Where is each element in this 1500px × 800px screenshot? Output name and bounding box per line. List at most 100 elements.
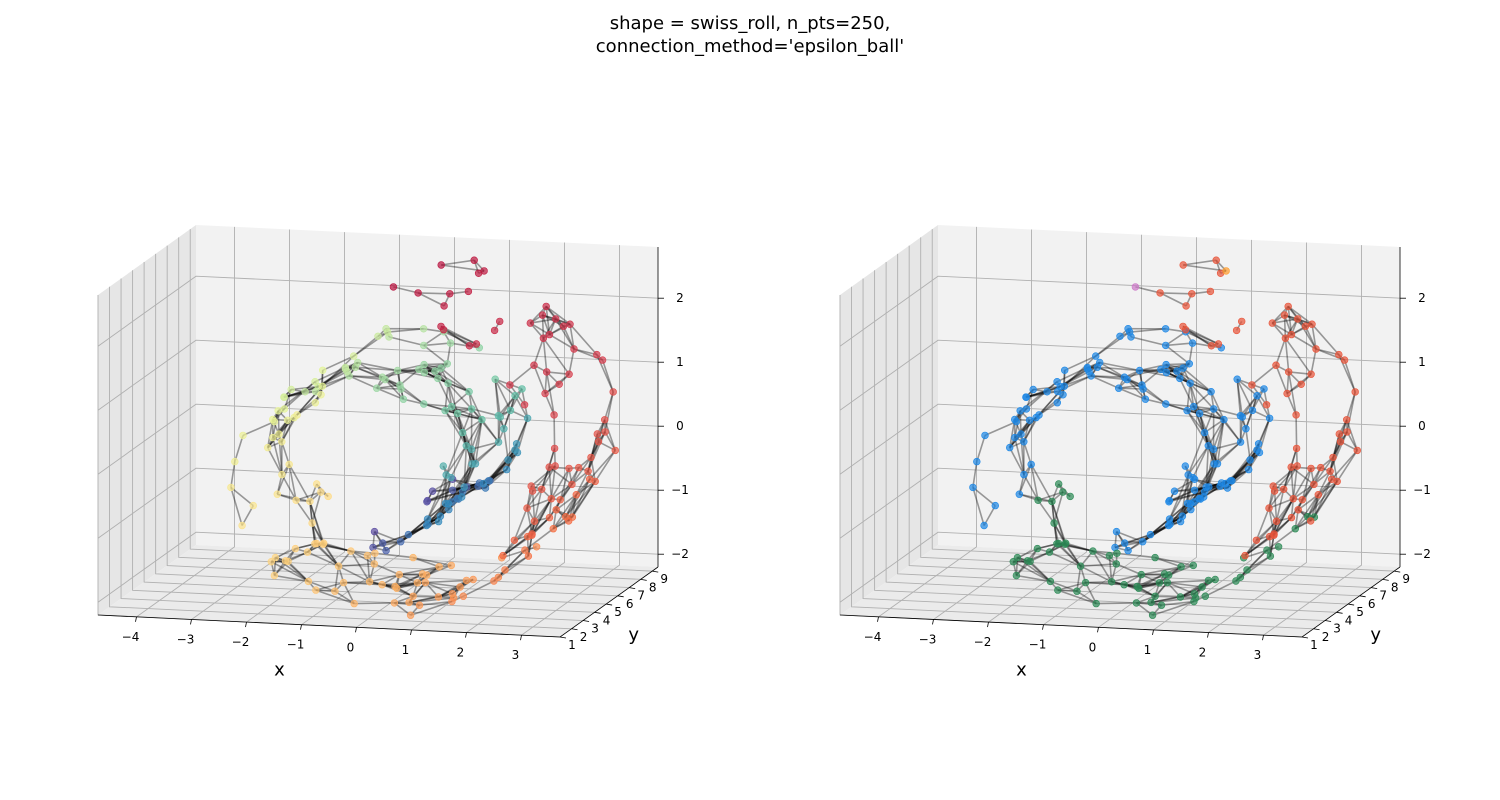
graph-edge xyxy=(1187,432,1206,476)
graph-edge xyxy=(334,590,355,605)
x-tick-mark xyxy=(465,632,467,638)
scatter-point xyxy=(303,548,312,556)
graph-edge xyxy=(604,391,614,433)
graph-edge xyxy=(1159,292,1187,307)
scatter-point xyxy=(1162,368,1171,377)
y-tick-mark xyxy=(571,628,578,631)
scatter-point xyxy=(1011,433,1019,442)
x-axis-line xyxy=(97,614,561,638)
scatter-point xyxy=(435,563,443,571)
graph-edge xyxy=(443,329,470,347)
graph-edge xyxy=(545,371,555,416)
scatter-point xyxy=(278,470,286,479)
graph-edge xyxy=(440,367,470,393)
y-tick-label: 5 xyxy=(614,605,622,619)
graph-edge xyxy=(1256,395,1271,419)
scatter-point xyxy=(1165,498,1173,506)
scatter-point xyxy=(552,506,560,514)
graph-edge xyxy=(1057,589,1097,605)
scatter-point xyxy=(318,382,326,390)
scatter-point xyxy=(1340,356,1349,364)
scatter-point xyxy=(354,358,362,367)
graph-edge xyxy=(444,409,483,421)
scatter-point xyxy=(1246,456,1254,464)
scatter-point xyxy=(1059,391,1067,399)
graph-edge xyxy=(1186,410,1209,447)
scatter-point xyxy=(1297,380,1305,388)
scatter-point xyxy=(1125,328,1134,336)
y-grid-line xyxy=(862,278,1326,621)
graph-edge xyxy=(1118,384,1143,389)
graph-edge xyxy=(1023,420,1031,443)
graph-edge xyxy=(474,441,500,465)
graph-edge xyxy=(502,520,536,557)
graph-edge xyxy=(552,494,577,530)
graph-edge xyxy=(1092,550,1117,555)
graph-edge xyxy=(529,322,550,336)
graph-edge xyxy=(1165,403,1188,412)
scatter-point xyxy=(1237,317,1246,326)
graph-edge xyxy=(571,494,578,518)
scatter-point xyxy=(1209,445,1218,453)
scatter-point xyxy=(1020,470,1028,479)
scatter-point xyxy=(378,580,386,589)
scatter-point xyxy=(559,322,568,330)
graph-edge xyxy=(468,391,483,420)
graph-edge xyxy=(1050,580,1078,592)
x-tick-mark xyxy=(1207,632,1209,638)
scatter-point xyxy=(591,477,599,486)
scatter-point xyxy=(1045,548,1054,556)
graph-edge xyxy=(1246,549,1268,571)
scatter-point xyxy=(520,401,529,409)
y-tick-label: 1 xyxy=(568,638,576,652)
graph-edge xyxy=(387,328,424,333)
graph-edge xyxy=(349,375,383,378)
graph-edge xyxy=(542,337,570,375)
x-grid-line xyxy=(191,229,290,620)
graph-edge xyxy=(1194,478,1221,487)
graph-edge xyxy=(1030,464,1053,502)
graph-edge xyxy=(1051,501,1067,544)
scatter-point xyxy=(423,571,431,579)
graph-edge xyxy=(463,445,468,488)
scatter-point xyxy=(311,378,319,386)
scatter-point xyxy=(439,462,447,470)
scatter-point xyxy=(428,487,437,495)
graph-edge xyxy=(1193,391,1212,408)
graph-edge xyxy=(283,381,316,410)
graph-edge xyxy=(376,384,401,389)
graph-edge xyxy=(549,333,575,350)
graph-edge xyxy=(1065,542,1094,552)
graph-edge xyxy=(1192,406,1206,433)
scatter-point xyxy=(1351,388,1359,396)
graph-edge xyxy=(1283,315,1287,339)
x-tick-mark xyxy=(245,621,247,628)
scatter-point xyxy=(1034,496,1042,504)
graph-edge xyxy=(408,520,439,536)
scatter-point xyxy=(545,330,554,339)
graph-edge xyxy=(400,388,425,405)
scatter-point xyxy=(1141,395,1150,403)
scatter-point xyxy=(370,560,378,568)
scatter-point xyxy=(1053,378,1061,386)
scatter-point xyxy=(453,409,462,418)
scatter-point xyxy=(1262,401,1271,409)
graph-edge xyxy=(542,318,557,339)
x-tick-mark xyxy=(355,627,357,633)
x-grid-line xyxy=(1208,242,1307,633)
scatter-point xyxy=(444,379,452,387)
graph-edge xyxy=(1246,555,1271,571)
graph-edge xyxy=(1129,328,1166,333)
scatter-point xyxy=(347,547,355,555)
scatter-point xyxy=(565,370,573,378)
scatter-point xyxy=(1046,577,1055,586)
graph-edge xyxy=(1114,533,1151,549)
graph-edge xyxy=(366,555,371,582)
graph-edge xyxy=(437,377,470,393)
graph-edge xyxy=(348,375,378,389)
scatter-point xyxy=(341,363,350,372)
graph-edge xyxy=(465,419,483,447)
graph-edge xyxy=(349,375,386,381)
graph-edge xyxy=(532,465,556,492)
